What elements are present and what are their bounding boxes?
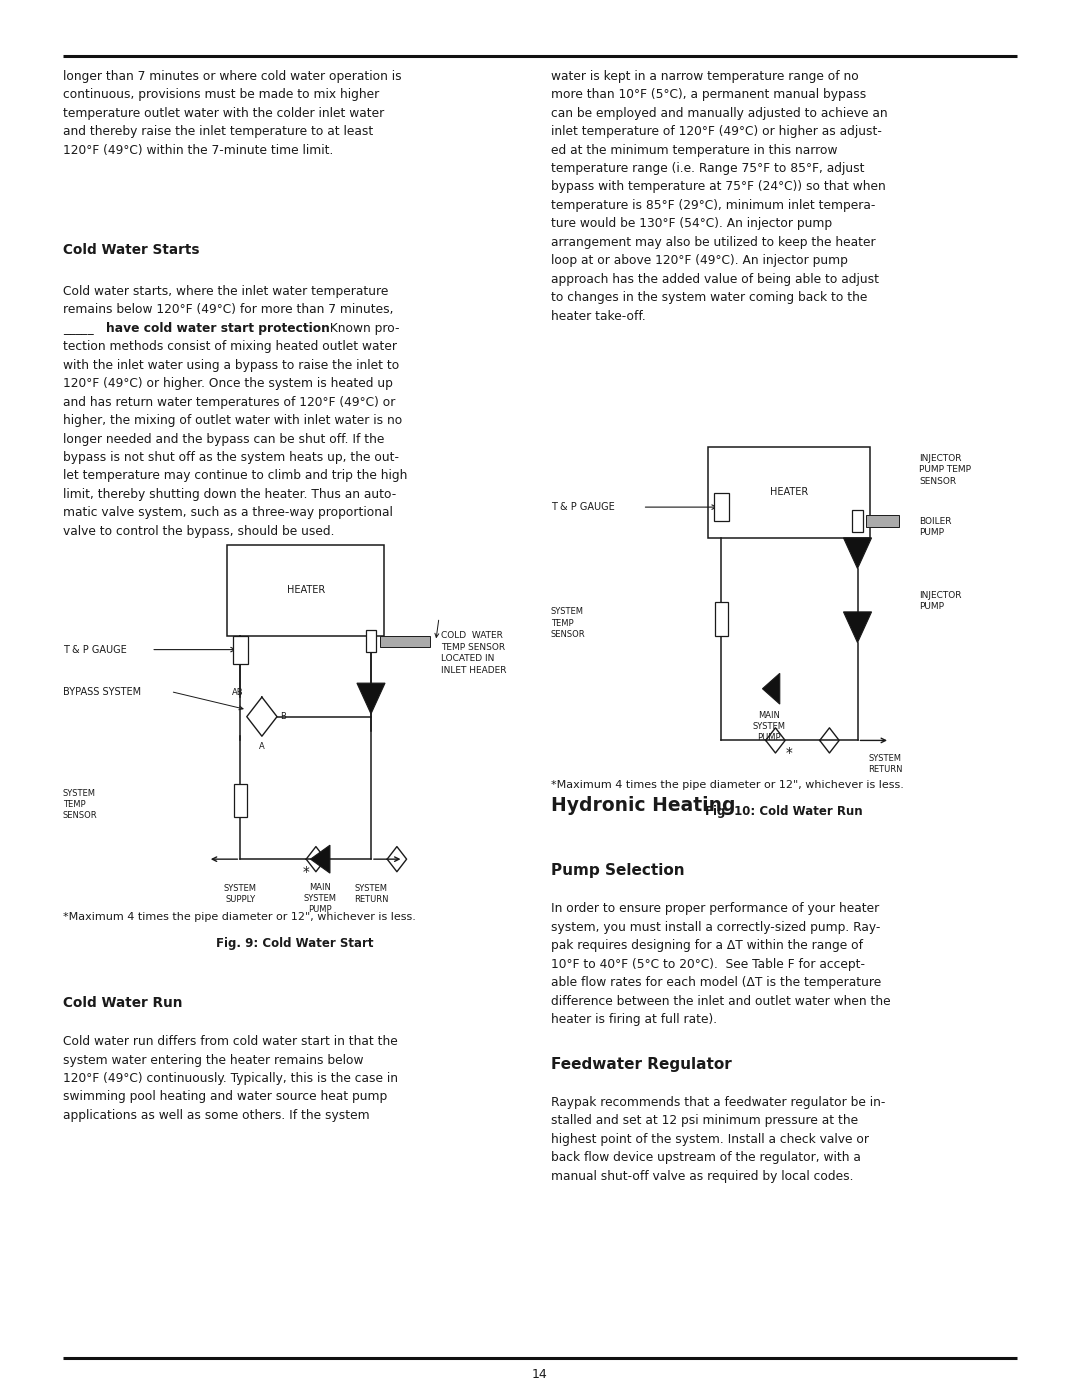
Text: tection methods consist of mixing heated outlet water: tection methods consist of mixing heated… <box>63 341 396 353</box>
Text: In order to ensure proper performance of your heater: In order to ensure proper performance of… <box>551 902 879 915</box>
Text: Raypak recommends that a feedwater regulator be in-: Raypak recommends that a feedwater regul… <box>551 1095 886 1109</box>
Bar <box>365 630 377 652</box>
Text: MAIN
SYSTEM
PUMP: MAIN SYSTEM PUMP <box>303 883 337 914</box>
Text: back flow device upstream of the regulator, with a: back flow device upstream of the regulat… <box>551 1151 861 1164</box>
Bar <box>228 545 384 636</box>
Text: BYPASS SYSTEM: BYPASS SYSTEM <box>63 686 140 697</box>
Text: bypass with temperature at 75°F (24°C)) so that when: bypass with temperature at 75°F (24°C)) … <box>551 180 886 194</box>
Bar <box>866 515 899 527</box>
Text: water is kept in a narrow temperature range of no: water is kept in a narrow temperature ra… <box>551 70 859 82</box>
Bar <box>852 510 863 532</box>
Text: ed at the minimum temperature in this narrow: ed at the minimum temperature in this na… <box>551 144 837 156</box>
Text: Hydronic Heating: Hydronic Heating <box>551 796 735 816</box>
Text: more than 10°F (5°C), a permanent manual bypass: more than 10°F (5°C), a permanent manual… <box>551 88 866 102</box>
Text: with the inlet water using a bypass to raise the inlet to: with the inlet water using a bypass to r… <box>63 359 399 372</box>
Text: higher, the mixing of outlet water with inlet water is no: higher, the mixing of outlet water with … <box>63 414 402 427</box>
Polygon shape <box>356 683 386 714</box>
Text: stalled and set at 12 psi minimum pressure at the: stalled and set at 12 psi minimum pressu… <box>551 1115 858 1127</box>
Text: swimming pool heating and water source heat pump: swimming pool heating and water source h… <box>63 1091 387 1104</box>
Text: longer needed and the bypass can be shut off. If the: longer needed and the bypass can be shut… <box>63 433 384 446</box>
Text: SYSTEM
TEMP
SENSOR: SYSTEM TEMP SENSOR <box>551 608 585 638</box>
Text: SYSTEM
RETURN: SYSTEM RETURN <box>868 754 903 774</box>
Text: Cold Water Starts: Cold Water Starts <box>63 243 199 257</box>
Bar <box>714 493 729 521</box>
Text: bypass is not shut off as the system heats up, the out-: bypass is not shut off as the system hea… <box>63 451 399 464</box>
Text: system water entering the heater remains below: system water entering the heater remains… <box>63 1053 363 1067</box>
Text: can be employed and manually adjusted to achieve an: can be employed and manually adjusted to… <box>551 106 888 120</box>
Text: ture would be 130°F (54°C). An injector pump: ture would be 130°F (54°C). An injector … <box>551 218 832 231</box>
Text: limit, thereby shutting down the heater. Thus an auto-: limit, thereby shutting down the heater.… <box>63 488 396 502</box>
Text: pak requires designing for a ΔT within the range of: pak requires designing for a ΔT within t… <box>551 939 863 953</box>
Text: Pump Selection: Pump Selection <box>551 863 685 879</box>
Text: T & P GAUGE: T & P GAUGE <box>63 644 126 655</box>
Text: temperature range (i.e. Range 75°F to 85°F, adjust: temperature range (i.e. Range 75°F to 85… <box>551 162 864 175</box>
Text: MAIN
SYSTEM
PUMP: MAIN SYSTEM PUMP <box>753 711 785 742</box>
Text: to changes in the system water coming back to the: to changes in the system water coming ba… <box>551 291 867 305</box>
Polygon shape <box>762 673 780 704</box>
Text: arrangement may also be utilized to keep the heater: arrangement may also be utilized to keep… <box>551 236 876 249</box>
Bar <box>715 602 728 636</box>
Text: let temperature may continue to climb and trip the high: let temperature may continue to climb an… <box>63 469 407 482</box>
Text: INJECTOR
PUMP TEMP
SENSOR: INJECTOR PUMP TEMP SENSOR <box>919 454 971 486</box>
Text: and has return water temperatures of 120°F (49°C) or: and has return water temperatures of 120… <box>63 395 395 409</box>
Text: *: * <box>302 865 309 879</box>
Text: . Known pro-: . Known pro- <box>322 321 400 335</box>
Bar <box>708 447 870 538</box>
Text: COLD  WATER
TEMP SENSOR
LOCATED IN
INLET HEADER: COLD WATER TEMP SENSOR LOCATED IN INLET … <box>442 631 507 675</box>
Text: B: B <box>281 712 286 721</box>
Text: heater take-off.: heater take-off. <box>551 310 646 323</box>
Bar <box>234 784 247 817</box>
Text: *Maximum 4 times the pipe diameter or 12", whichever is less.: *Maximum 4 times the pipe diameter or 12… <box>551 780 904 789</box>
Polygon shape <box>843 612 872 643</box>
Text: able flow rates for each model (ΔT is the temperature: able flow rates for each model (ΔT is th… <box>551 977 881 989</box>
Text: SYSTEM
RETURN: SYSTEM RETURN <box>354 884 388 904</box>
Text: continuous, provisions must be made to mix higher: continuous, provisions must be made to m… <box>63 88 379 102</box>
Text: temperature outlet water with the colder inlet water: temperature outlet water with the colder… <box>63 106 383 120</box>
Text: highest point of the system. Install a check valve or: highest point of the system. Install a c… <box>551 1133 868 1146</box>
Bar <box>233 636 248 664</box>
Text: valve to control the bypass, should be used.: valve to control the bypass, should be u… <box>63 525 334 538</box>
Text: HEATER: HEATER <box>770 488 809 497</box>
Text: Feedwater Regulator: Feedwater Regulator <box>551 1056 731 1071</box>
Text: and thereby raise the inlet temperature to at least: and thereby raise the inlet temperature … <box>63 126 373 138</box>
Text: system, you must install a correctly-sized pump. Ray-: system, you must install a correctly-siz… <box>551 921 880 935</box>
Text: remains below 120°F (49°C) for more than 7 minutes,: remains below 120°F (49°C) for more than… <box>63 303 393 317</box>
Text: 120°F (49°C) within the 7-minute time limit.: 120°F (49°C) within the 7-minute time li… <box>63 144 333 156</box>
Text: applications as well as some others. If the system: applications as well as some others. If … <box>63 1109 369 1122</box>
Text: AB: AB <box>232 689 244 697</box>
Text: inlet temperature of 120°F (49°C) or higher as adjust-: inlet temperature of 120°F (49°C) or hig… <box>551 126 881 138</box>
Text: T & P GAUGE: T & P GAUGE <box>551 502 615 513</box>
Polygon shape <box>843 538 872 569</box>
Text: SYSTEM
TEMP
SENSOR: SYSTEM TEMP SENSOR <box>63 789 97 820</box>
Text: 14: 14 <box>532 1368 548 1382</box>
Bar <box>380 636 431 647</box>
Text: INJECTOR
PUMP: INJECTOR PUMP <box>919 591 961 612</box>
Text: have cold water start protection: have cold water start protection <box>106 321 329 335</box>
Text: A: A <box>259 742 265 750</box>
Text: loop at or above 120°F (49°C). An injector pump: loop at or above 120°F (49°C). An inject… <box>551 254 848 267</box>
Text: Fig. 10: Cold Water Run: Fig. 10: Cold Water Run <box>705 805 863 817</box>
Text: *: * <box>786 746 793 760</box>
Text: temperature is 85°F (29°C), minimum inlet tempera-: temperature is 85°F (29°C), minimum inle… <box>551 198 875 212</box>
Text: manual shut-off valve as required by local codes.: manual shut-off valve as required by loc… <box>551 1169 853 1183</box>
Text: difference between the inlet and outlet water when the: difference between the inlet and outlet … <box>551 995 890 1007</box>
Text: HEATER: HEATER <box>286 585 325 595</box>
Text: SYSTEM
SUPPLY: SYSTEM SUPPLY <box>224 884 257 904</box>
Text: Fig. 9: Cold Water Start: Fig. 9: Cold Water Start <box>216 937 374 950</box>
Text: heater is firing at full rate).: heater is firing at full rate). <box>551 1013 717 1027</box>
Text: _____: _____ <box>63 321 93 335</box>
Text: approach has the added value of being able to adjust: approach has the added value of being ab… <box>551 272 879 286</box>
Polygon shape <box>311 845 330 873</box>
Text: BOILER
PUMP: BOILER PUMP <box>919 517 951 538</box>
Text: Cold water run differs from cold water start in that the: Cold water run differs from cold water s… <box>63 1035 397 1048</box>
Text: 120°F (49°C) continuously. Typically, this is the case in: 120°F (49°C) continuously. Typically, th… <box>63 1071 397 1085</box>
Text: matic valve system, such as a three-way proportional: matic valve system, such as a three-way … <box>63 506 392 520</box>
Text: 120°F (49°C) or higher. Once the system is heated up: 120°F (49°C) or higher. Once the system … <box>63 377 392 390</box>
Text: Cold Water Run: Cold Water Run <box>63 996 183 1010</box>
Text: 10°F to 40°F (5°C to 20°C).  See Table F for accept-: 10°F to 40°F (5°C to 20°C). See Table F … <box>551 958 865 971</box>
Text: Cold water starts, where the inlet water temperature: Cold water starts, where the inlet water… <box>63 285 388 298</box>
Text: *Maximum 4 times the pipe diameter or 12", whichever is less.: *Maximum 4 times the pipe diameter or 12… <box>63 912 416 922</box>
Text: longer than 7 minutes or where cold water operation is: longer than 7 minutes or where cold wate… <box>63 70 402 82</box>
